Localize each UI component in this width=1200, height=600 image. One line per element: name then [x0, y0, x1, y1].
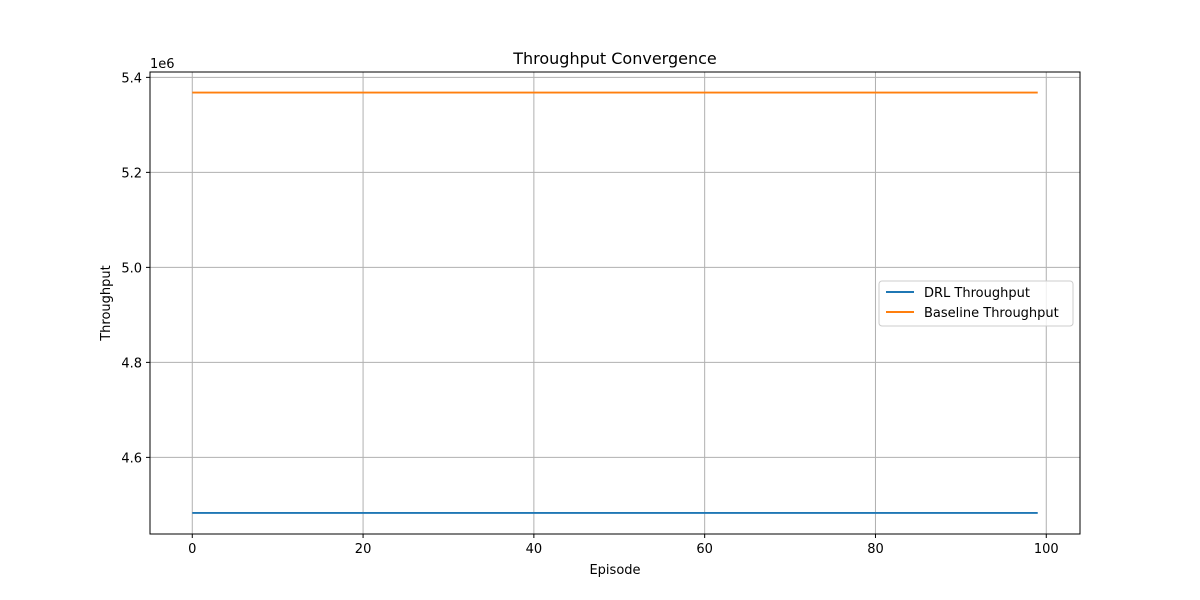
- y-tick-label: 4.6: [121, 451, 142, 466]
- legend: DRL Throughput Baseline Throughput: [878, 280, 1074, 327]
- legend-label-drl: DRL Throughput: [924, 286, 1030, 301]
- chart-title: Throughput Convergence: [512, 49, 717, 68]
- x-tick-label: 40: [526, 542, 543, 557]
- legend-label-baseline: Baseline Throughput: [924, 306, 1059, 321]
- tick-layer: 0 20 40 60 80 100 4.6 4.8 5.0 5.2 5.4: [121, 71, 1058, 557]
- y-tick-label: 5.4: [121, 71, 142, 86]
- y-offset-label: 1e6: [150, 57, 175, 72]
- x-tick-label: 100: [1034, 542, 1059, 557]
- y-tick-label: 5.2: [121, 166, 142, 181]
- y-axis-label: Throughput: [99, 265, 114, 342]
- x-tick-label: 20: [355, 542, 372, 557]
- x-tick-label: 0: [188, 542, 196, 557]
- x-tick-label: 80: [867, 542, 884, 557]
- grid-layer: [150, 72, 1080, 534]
- y-tick-label: 4.8: [121, 356, 142, 371]
- series-layer: [192, 91, 1038, 514]
- x-axis-label: Episode: [589, 563, 640, 578]
- plot-frame: [149, 71, 1081, 535]
- y-tick-label: 5.0: [121, 261, 142, 276]
- x-tick-label: 60: [696, 542, 713, 557]
- legend-box: [878, 280, 1074, 327]
